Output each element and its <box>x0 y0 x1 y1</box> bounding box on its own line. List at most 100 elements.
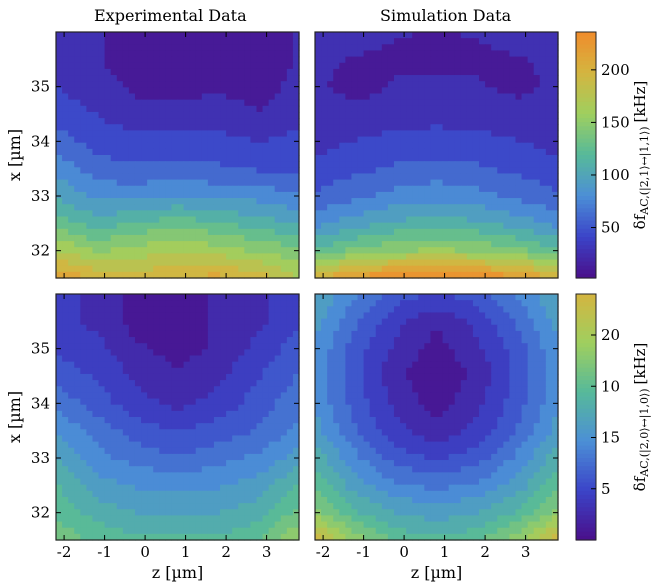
heatmap-cell <box>515 50 523 58</box>
heatmap-cell <box>515 191 523 199</box>
heatmap-cell <box>110 429 118 437</box>
heatmap-cell <box>195 312 203 320</box>
heatmap-cell <box>207 503 215 510</box>
heatmap-cell <box>315 198 322 205</box>
heatmap-cell <box>116 306 124 314</box>
heatmap-cell <box>286 216 294 224</box>
heatmap-cell <box>56 404 63 412</box>
heatmap-cell <box>244 410 251 418</box>
heatmap-cell <box>177 259 185 267</box>
heatmap-cell <box>201 241 209 248</box>
heatmap-cell <box>134 417 142 424</box>
heatmap-cell <box>375 68 383 76</box>
heatmap-cell <box>62 330 69 338</box>
heatmap-cell <box>207 173 215 181</box>
heatmap-cell <box>503 50 510 58</box>
heatmap-cell <box>207 191 215 199</box>
heatmap-cell <box>134 343 142 350</box>
heatmap-cell <box>62 75 69 82</box>
heatmap-cell <box>201 337 209 344</box>
heatmap-cell <box>189 81 197 88</box>
heatmap-cell <box>68 435 75 443</box>
heatmap-cell <box>153 198 160 205</box>
heatmap-cell <box>86 380 94 387</box>
heatmap-cell <box>213 136 221 144</box>
heatmap-cell <box>333 111 340 119</box>
heatmap-cell <box>80 484 87 492</box>
heatmap-cell <box>153 466 160 473</box>
heatmap-cell <box>363 111 371 119</box>
heatmap-cell <box>424 191 432 199</box>
heatmap-cell <box>448 228 456 236</box>
heatmap-cell <box>80 179 87 187</box>
heatmap-cell <box>74 271 81 279</box>
heatmap-cell <box>153 398 160 406</box>
heatmap-cell <box>207 380 215 387</box>
heatmap-cell <box>189 294 197 301</box>
heatmap-cell <box>171 222 179 230</box>
heatmap-cell <box>485 56 492 64</box>
heatmap-cell <box>110 56 118 64</box>
heatmap-cell <box>491 300 498 307</box>
heatmap-cell <box>74 204 81 211</box>
heatmap-cell <box>551 228 559 236</box>
heatmap-cell <box>122 294 130 301</box>
heatmap-cell <box>153 312 160 320</box>
heatmap-cell <box>244 404 251 412</box>
heatmap-cell <box>244 179 251 187</box>
heatmap-cell <box>545 294 553 301</box>
heatmap-cell <box>147 118 154 125</box>
heatmap-cell <box>418 198 425 205</box>
heatmap-cell <box>509 300 517 307</box>
heatmap-cell <box>122 515 130 523</box>
heatmap-cell <box>466 161 474 168</box>
heatmap-cell <box>92 38 100 45</box>
heatmap-cell <box>357 75 365 82</box>
heatmap-cell <box>533 81 541 88</box>
heatmap-cell <box>226 241 233 248</box>
heatmap-cell <box>98 56 106 64</box>
heatmap-cell <box>448 167 456 175</box>
heatmap-cell <box>363 56 371 64</box>
heatmap-cell <box>104 179 112 187</box>
heatmap-cell <box>171 343 179 350</box>
heatmap-cell <box>177 398 185 406</box>
heatmap-cell <box>104 349 112 357</box>
heatmap-cell <box>327 222 334 230</box>
heatmap-cell <box>110 496 118 504</box>
heatmap-cell <box>268 503 276 510</box>
heatmap-cell <box>351 294 359 301</box>
heatmap-cell <box>551 222 559 230</box>
heatmap-cell <box>195 294 203 301</box>
heatmap-cell <box>116 527 124 535</box>
heatmap-cell <box>250 361 258 369</box>
heatmap-cell <box>232 417 239 424</box>
heatmap-cell <box>134 349 142 357</box>
heatmap-cell <box>134 111 142 119</box>
heatmap-cell <box>274 330 282 338</box>
heatmap-cell <box>238 185 245 193</box>
heatmap-cell <box>479 300 486 307</box>
heatmap-cell <box>189 118 197 125</box>
heatmap-cell <box>466 111 474 119</box>
heatmap-cell <box>460 173 468 181</box>
heatmap-cell <box>153 386 160 393</box>
heatmap-cell <box>406 124 413 131</box>
heatmap-cell <box>268 44 276 52</box>
heatmap-cell <box>68 373 75 381</box>
heatmap-cell <box>250 99 258 107</box>
heatmap-cell <box>92 404 100 412</box>
heatmap-cell <box>128 167 136 175</box>
heatmap-cell <box>68 99 75 107</box>
heatmap-cell <box>497 136 504 144</box>
heatmap-cell <box>424 210 432 218</box>
heatmap-cell <box>268 447 276 455</box>
heatmap-cell <box>551 155 559 162</box>
heatmap-cell <box>207 161 215 168</box>
heatmap-cell <box>98 349 106 357</box>
heatmap-cell <box>406 81 413 88</box>
heatmap-cell <box>232 93 239 101</box>
heatmap-cell <box>189 155 197 162</box>
heatmap-cell <box>274 447 282 455</box>
heatmap-cell <box>134 478 142 486</box>
